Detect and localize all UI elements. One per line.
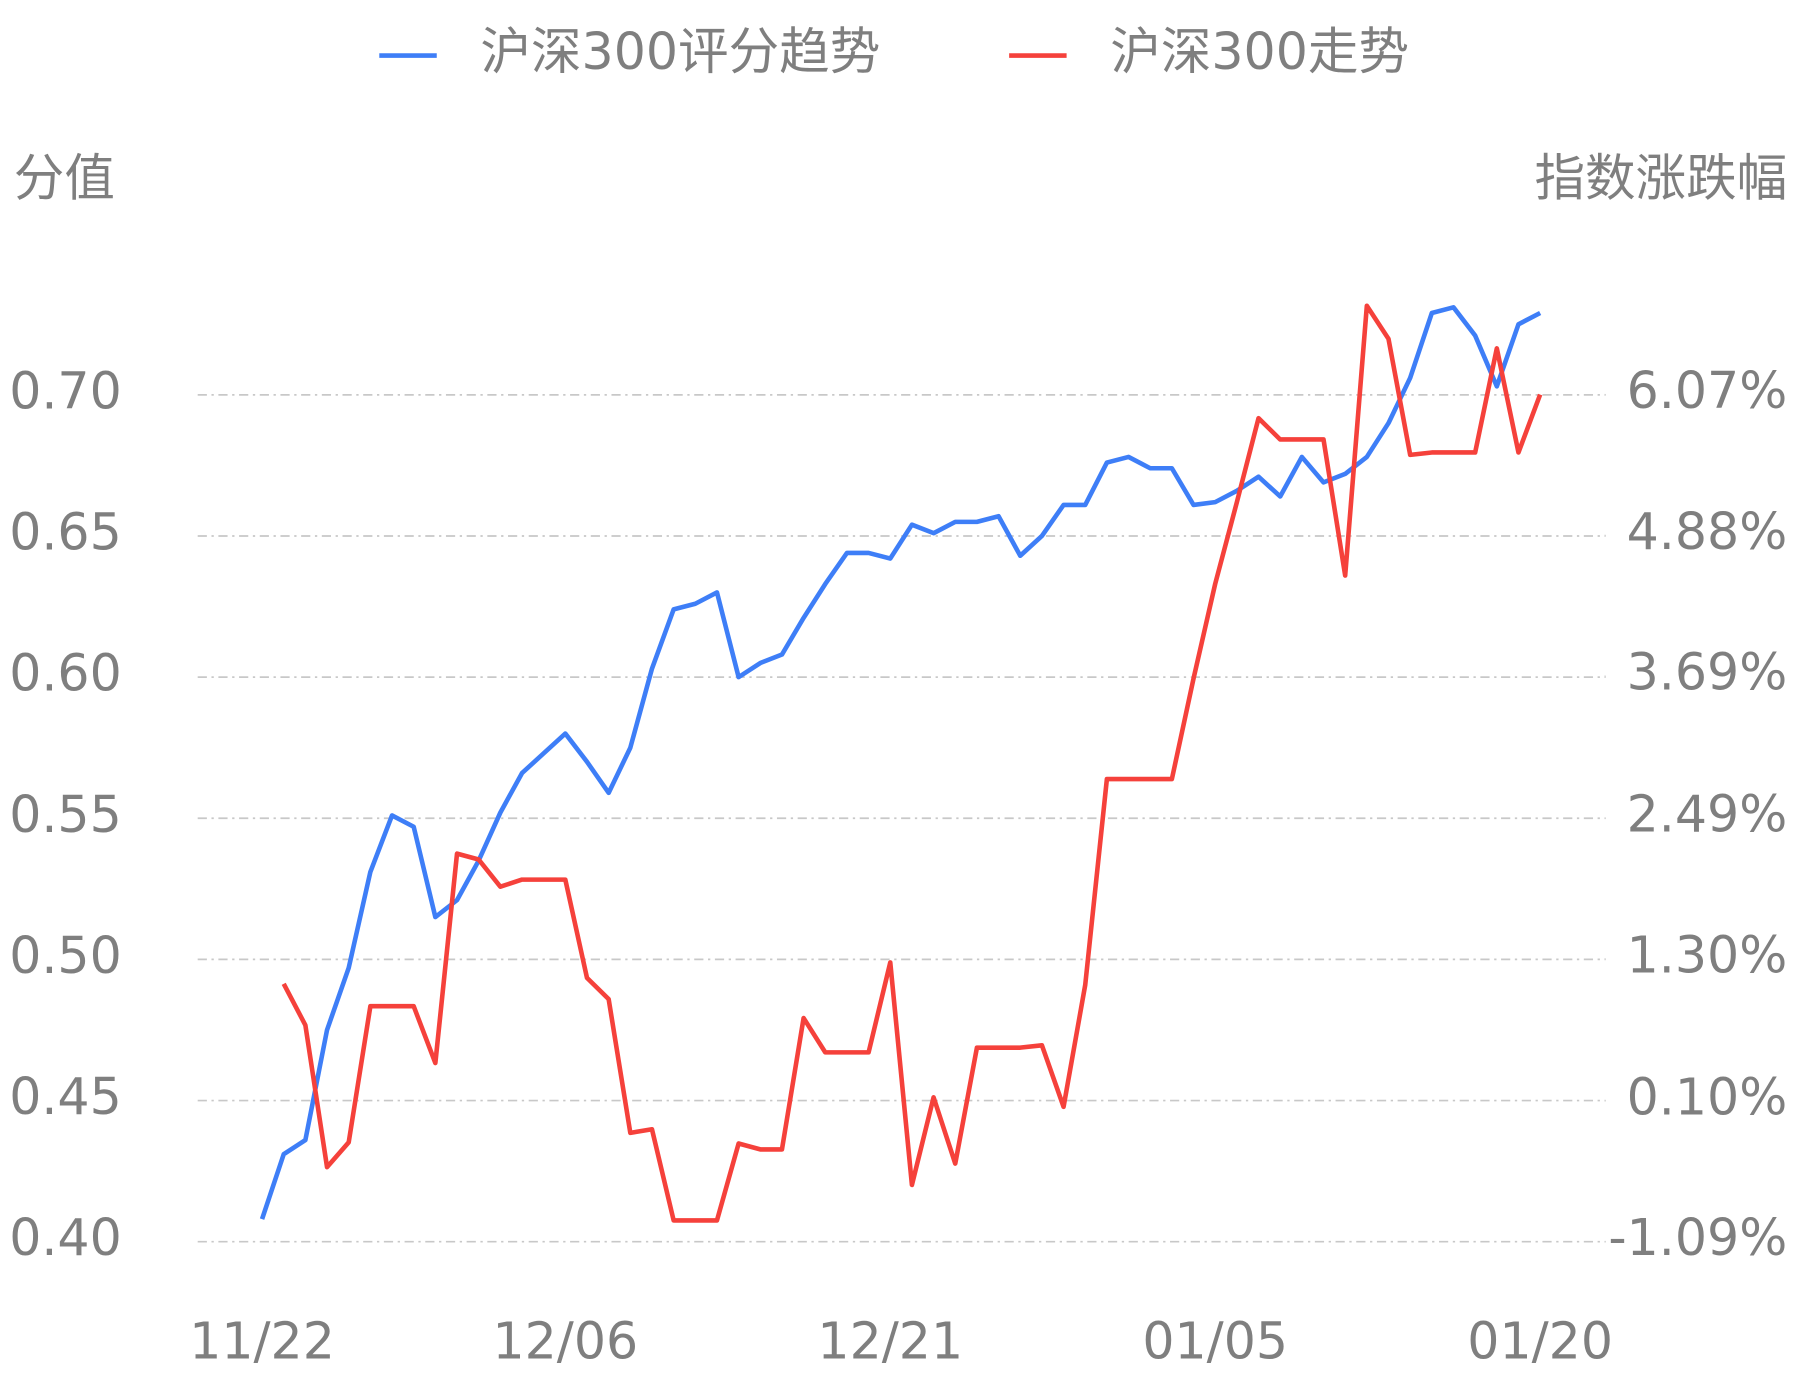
y-tick-label: 0.55 — [9, 785, 122, 844]
y2-tick-label: 2.49% — [1627, 785, 1788, 844]
y-tick-label: 0.65 — [9, 502, 122, 561]
x-tick-label: 01/05 — [1142, 1312, 1288, 1371]
y2-tick-label: 6.07% — [1627, 361, 1788, 420]
y-tick-label: 0.70 — [9, 361, 122, 420]
line-series — [281, 303, 1543, 1223]
y2-axis-title: 指数涨跌幅 — [1534, 148, 1787, 207]
y2-tick-label: 1.30% — [1627, 925, 1788, 984]
x-tick-label: 12/21 — [817, 1312, 963, 1371]
y2-tick-label: -1.09% — [1608, 1208, 1787, 1267]
x-tick-label: 11/22 — [189, 1312, 335, 1371]
legend-label: 沪深300走势 — [1110, 22, 1409, 81]
y-axis-title: 分值 — [14, 148, 115, 207]
y2-tick-label: 3.69% — [1627, 643, 1788, 702]
legend-label: 沪深300评分趋势 — [480, 22, 880, 81]
y2-tick-label: 4.88% — [1627, 502, 1788, 561]
y-tick-label: 0.40 — [9, 1208, 122, 1267]
y2-tick-label: 0.10% — [1627, 1067, 1788, 1126]
y-tick-label: 0.60 — [9, 644, 122, 703]
y-tick-label: 0.50 — [9, 926, 122, 985]
line-series — [259, 305, 1542, 1220]
x-tick-label: 12/06 — [492, 1312, 638, 1371]
x-tick-label: 01/20 — [1467, 1312, 1613, 1371]
y-tick-label: 0.45 — [9, 1067, 122, 1126]
